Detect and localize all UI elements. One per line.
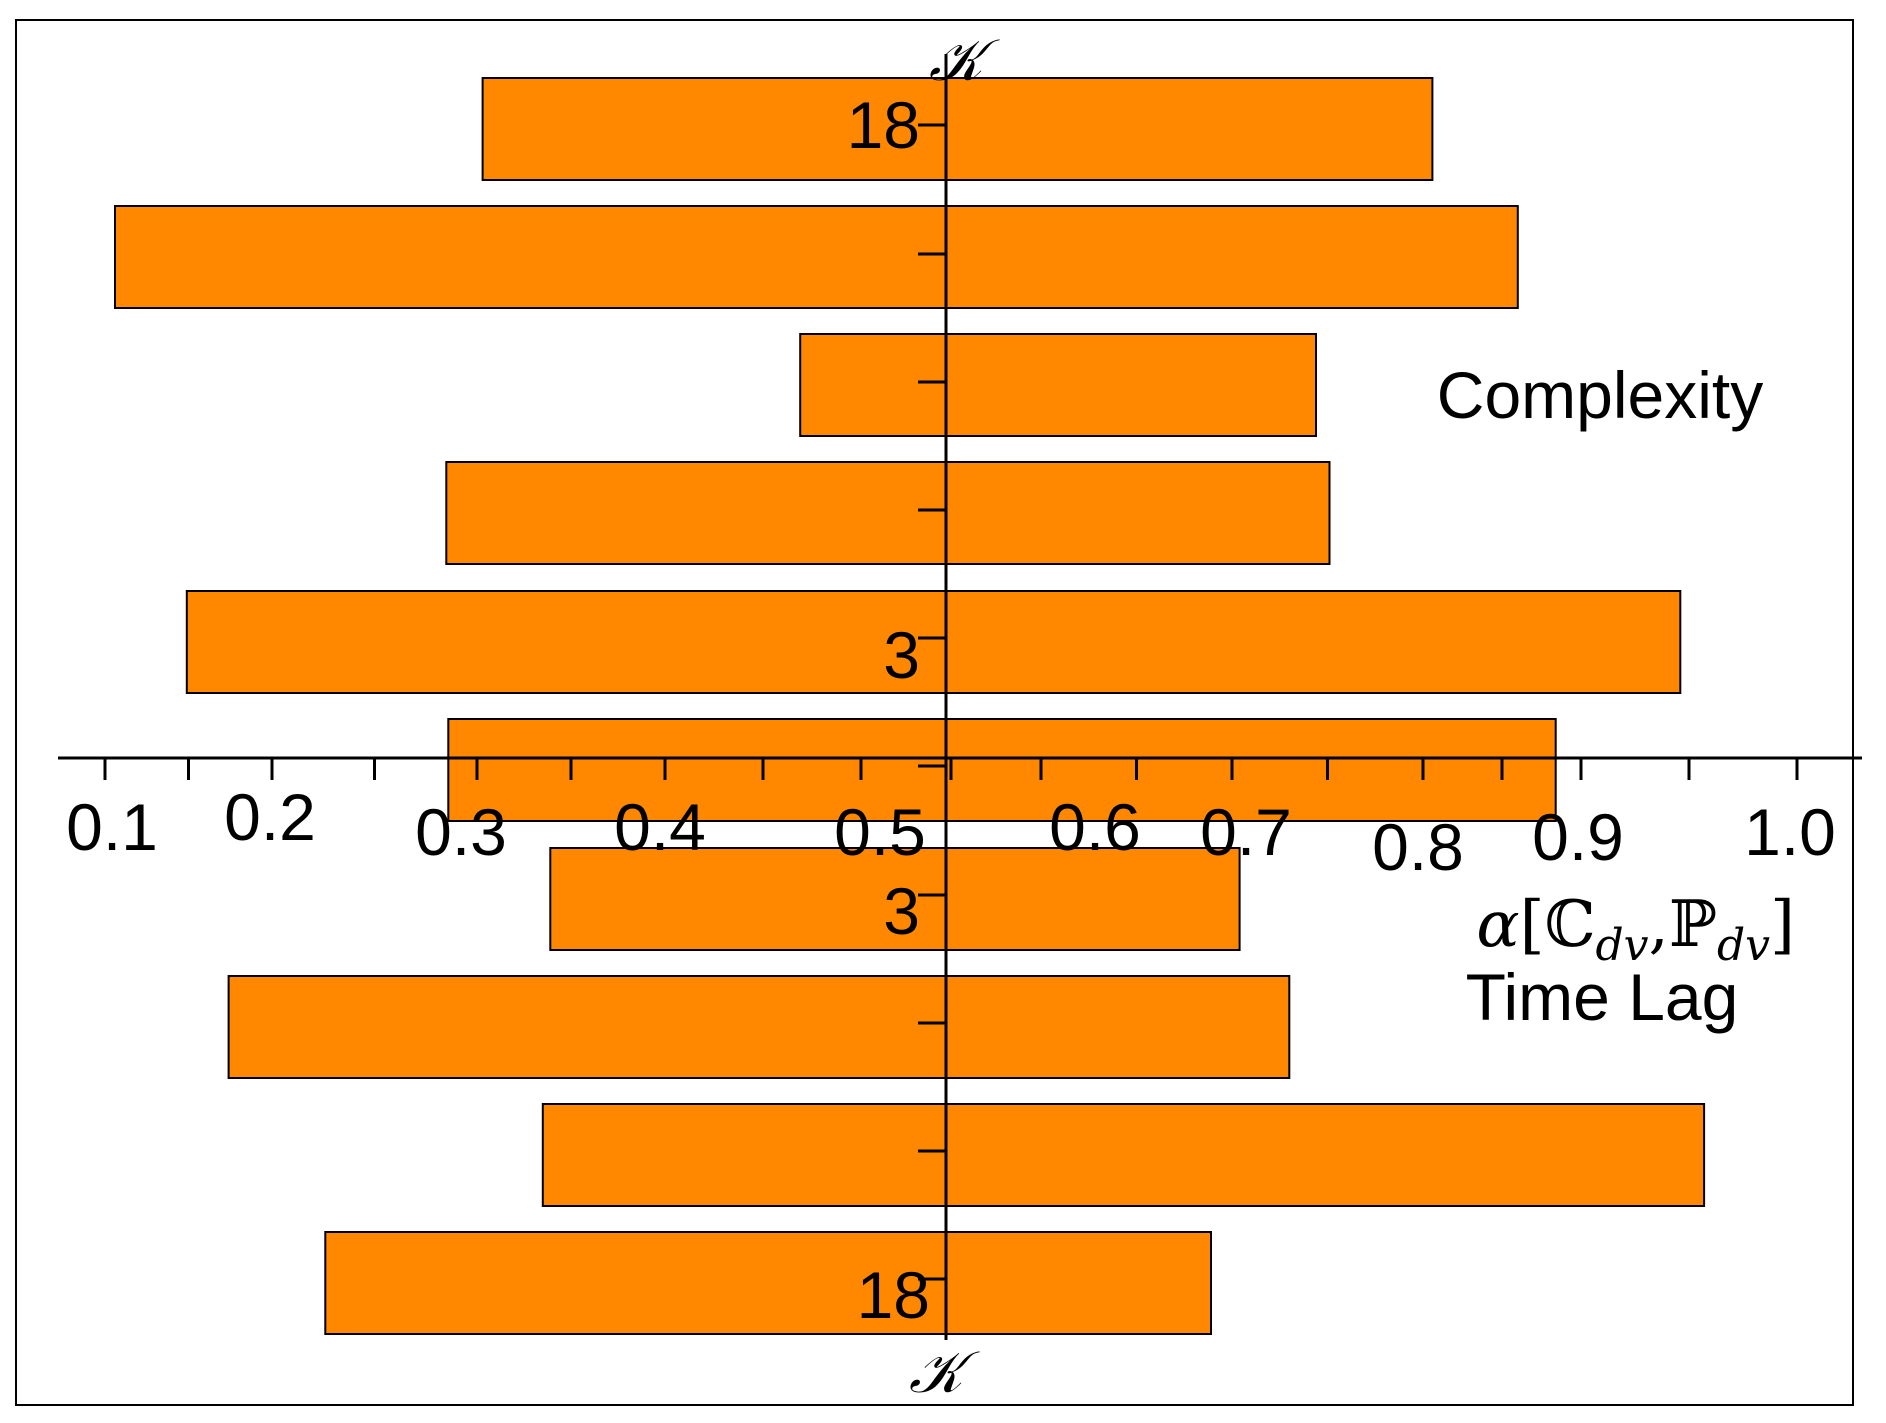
x-ticks-layer: 0.1 0.2 0.3 0.4 0.5 0.6 0.7 0.8 0.9 1.0 — [66, 758, 1836, 884]
x-tick-label-6: 0.7 — [1200, 795, 1292, 869]
x-tick-label-8: 0.9 — [1532, 800, 1624, 874]
x-tick-label-7: 0.8 — [1372, 810, 1464, 884]
bar-time-lag-0 — [549, 847, 1241, 951]
x-tick-label-0: 0.1 — [66, 790, 158, 864]
xlabel-p: ℙ — [1669, 888, 1717, 962]
k-label-complexity-18: 18 — [847, 88, 920, 162]
y-ticks-layer: 18 3 3 18 — [847, 88, 946, 1332]
x-tick-label-3: 0.4 — [614, 790, 706, 864]
x-tick-label-5: 0.6 — [1049, 790, 1141, 864]
xlabel-c: ℂ — [1545, 888, 1596, 962]
k-label-time-lag-18: 18 — [857, 1258, 930, 1332]
bar-complexity-4 — [185, 590, 1682, 694]
k-label-complexity-3: 3 — [883, 618, 920, 692]
x-tick-label-4: 0.5 — [834, 795, 926, 869]
x-axis-label: α[ℂdv,ℙdv] — [1476, 888, 1795, 971]
bar-complexity-5 — [447, 718, 1557, 822]
bar-complexity-3 — [445, 461, 1331, 565]
k-label-time-lag-3: 3 — [883, 874, 920, 948]
axes-layer — [58, 54, 1862, 1340]
bar-time-lag-3 — [324, 1231, 1212, 1335]
k-axis-symbol-bottom: 𝒦 — [909, 1338, 980, 1406]
xlabel-sub-p: dv — [1717, 920, 1770, 971]
xlabel-open: [ — [1520, 888, 1545, 962]
xlabel-sub-c: dv — [1596, 920, 1649, 971]
xlabel-alpha: α — [1476, 888, 1519, 962]
panel-label-time-lag: Time Lag — [1466, 960, 1739, 1034]
bar-time-lag-2 — [541, 1103, 1706, 1207]
bar-complexity-1 — [114, 205, 1519, 309]
xlabel-close: ] — [1770, 888, 1795, 962]
bar-time-lag-1 — [227, 975, 1291, 1079]
x-tick-label-1: 0.2 — [224, 780, 316, 854]
bar-complexity-2 — [799, 333, 1317, 437]
plot-frame — [15, 19, 1854, 1406]
x-tick-label-2: 0.3 — [415, 795, 507, 869]
bars-layer — [114, 77, 1706, 1335]
x-tick-label-9: 1.0 — [1744, 795, 1836, 869]
panel-label-complexity: Complexity — [1437, 358, 1763, 432]
xlabel-comma: , — [1649, 888, 1669, 962]
bar-complexity-0 — [481, 77, 1434, 181]
